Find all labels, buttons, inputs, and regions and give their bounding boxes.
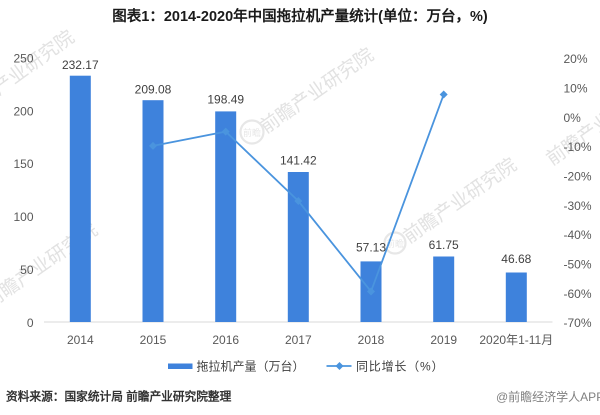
svg-text:46.68: 46.68 — [501, 252, 531, 266]
svg-text:250: 250 — [13, 52, 33, 66]
svg-text:-30%: -30% — [564, 199, 592, 213]
svg-text:150: 150 — [13, 157, 33, 171]
svg-text:同比增长（%）: 同比增长（%） — [356, 360, 444, 374]
svg-text:图表1：2014-2020年中国拖拉机产量统计(单位：万台，: 图表1：2014-2020年中国拖拉机产量统计(单位：万台，%) — [112, 7, 488, 25]
svg-text:2020年1-11月: 2020年1-11月 — [479, 333, 553, 347]
svg-text:2016: 2016 — [212, 333, 239, 347]
svg-text:-50%: -50% — [564, 257, 592, 271]
svg-text:前瞻: 前瞻 — [243, 127, 261, 138]
svg-text:2017: 2017 — [285, 333, 312, 347]
svg-text:50: 50 — [20, 263, 34, 277]
svg-text:前瞻: 前瞻 — [386, 238, 404, 249]
svg-text:2018: 2018 — [358, 333, 385, 347]
svg-text:2019: 2019 — [430, 333, 457, 347]
svg-text:57.13: 57.13 — [356, 241, 386, 255]
svg-text:232.17: 232.17 — [62, 58, 99, 72]
svg-text:2015: 2015 — [140, 333, 167, 347]
svg-text:-60%: -60% — [564, 287, 592, 301]
svg-text:209.08: 209.08 — [135, 83, 172, 97]
svg-text:200: 200 — [13, 104, 33, 118]
svg-text:-20%: -20% — [564, 169, 592, 183]
svg-text:141.42: 141.42 — [280, 153, 317, 167]
svg-text:20%: 20% — [564, 52, 588, 66]
svg-text:61.75: 61.75 — [429, 238, 459, 252]
svg-text:前瞻产业研究院: 前瞻产业研究院 — [0, 26, 79, 122]
svg-text:0%: 0% — [564, 111, 582, 125]
svg-text:0: 0 — [27, 316, 34, 330]
svg-text:资料来源：国家统计局 前瞻产业研究院整理: 资料来源：国家统计局 前瞻产业研究院整理 — [6, 390, 232, 404]
svg-text:10%: 10% — [564, 81, 588, 95]
svg-text:100: 100 — [13, 210, 33, 224]
svg-text:-40%: -40% — [564, 228, 592, 242]
svg-text:前瞻产业研究院: 前瞻产业研究院 — [256, 44, 378, 138]
svg-text:-10%: -10% — [564, 140, 592, 154]
svg-text:拖拉机产量（万台）: 拖拉机产量（万台） — [197, 359, 305, 374]
svg-text:198.49: 198.49 — [207, 93, 244, 107]
svg-text:-70%: -70% — [564, 316, 592, 330]
svg-text:2014: 2014 — [67, 333, 94, 347]
svg-text:@前瞻经济学人APP: @前瞻经济学人APP — [496, 389, 600, 404]
